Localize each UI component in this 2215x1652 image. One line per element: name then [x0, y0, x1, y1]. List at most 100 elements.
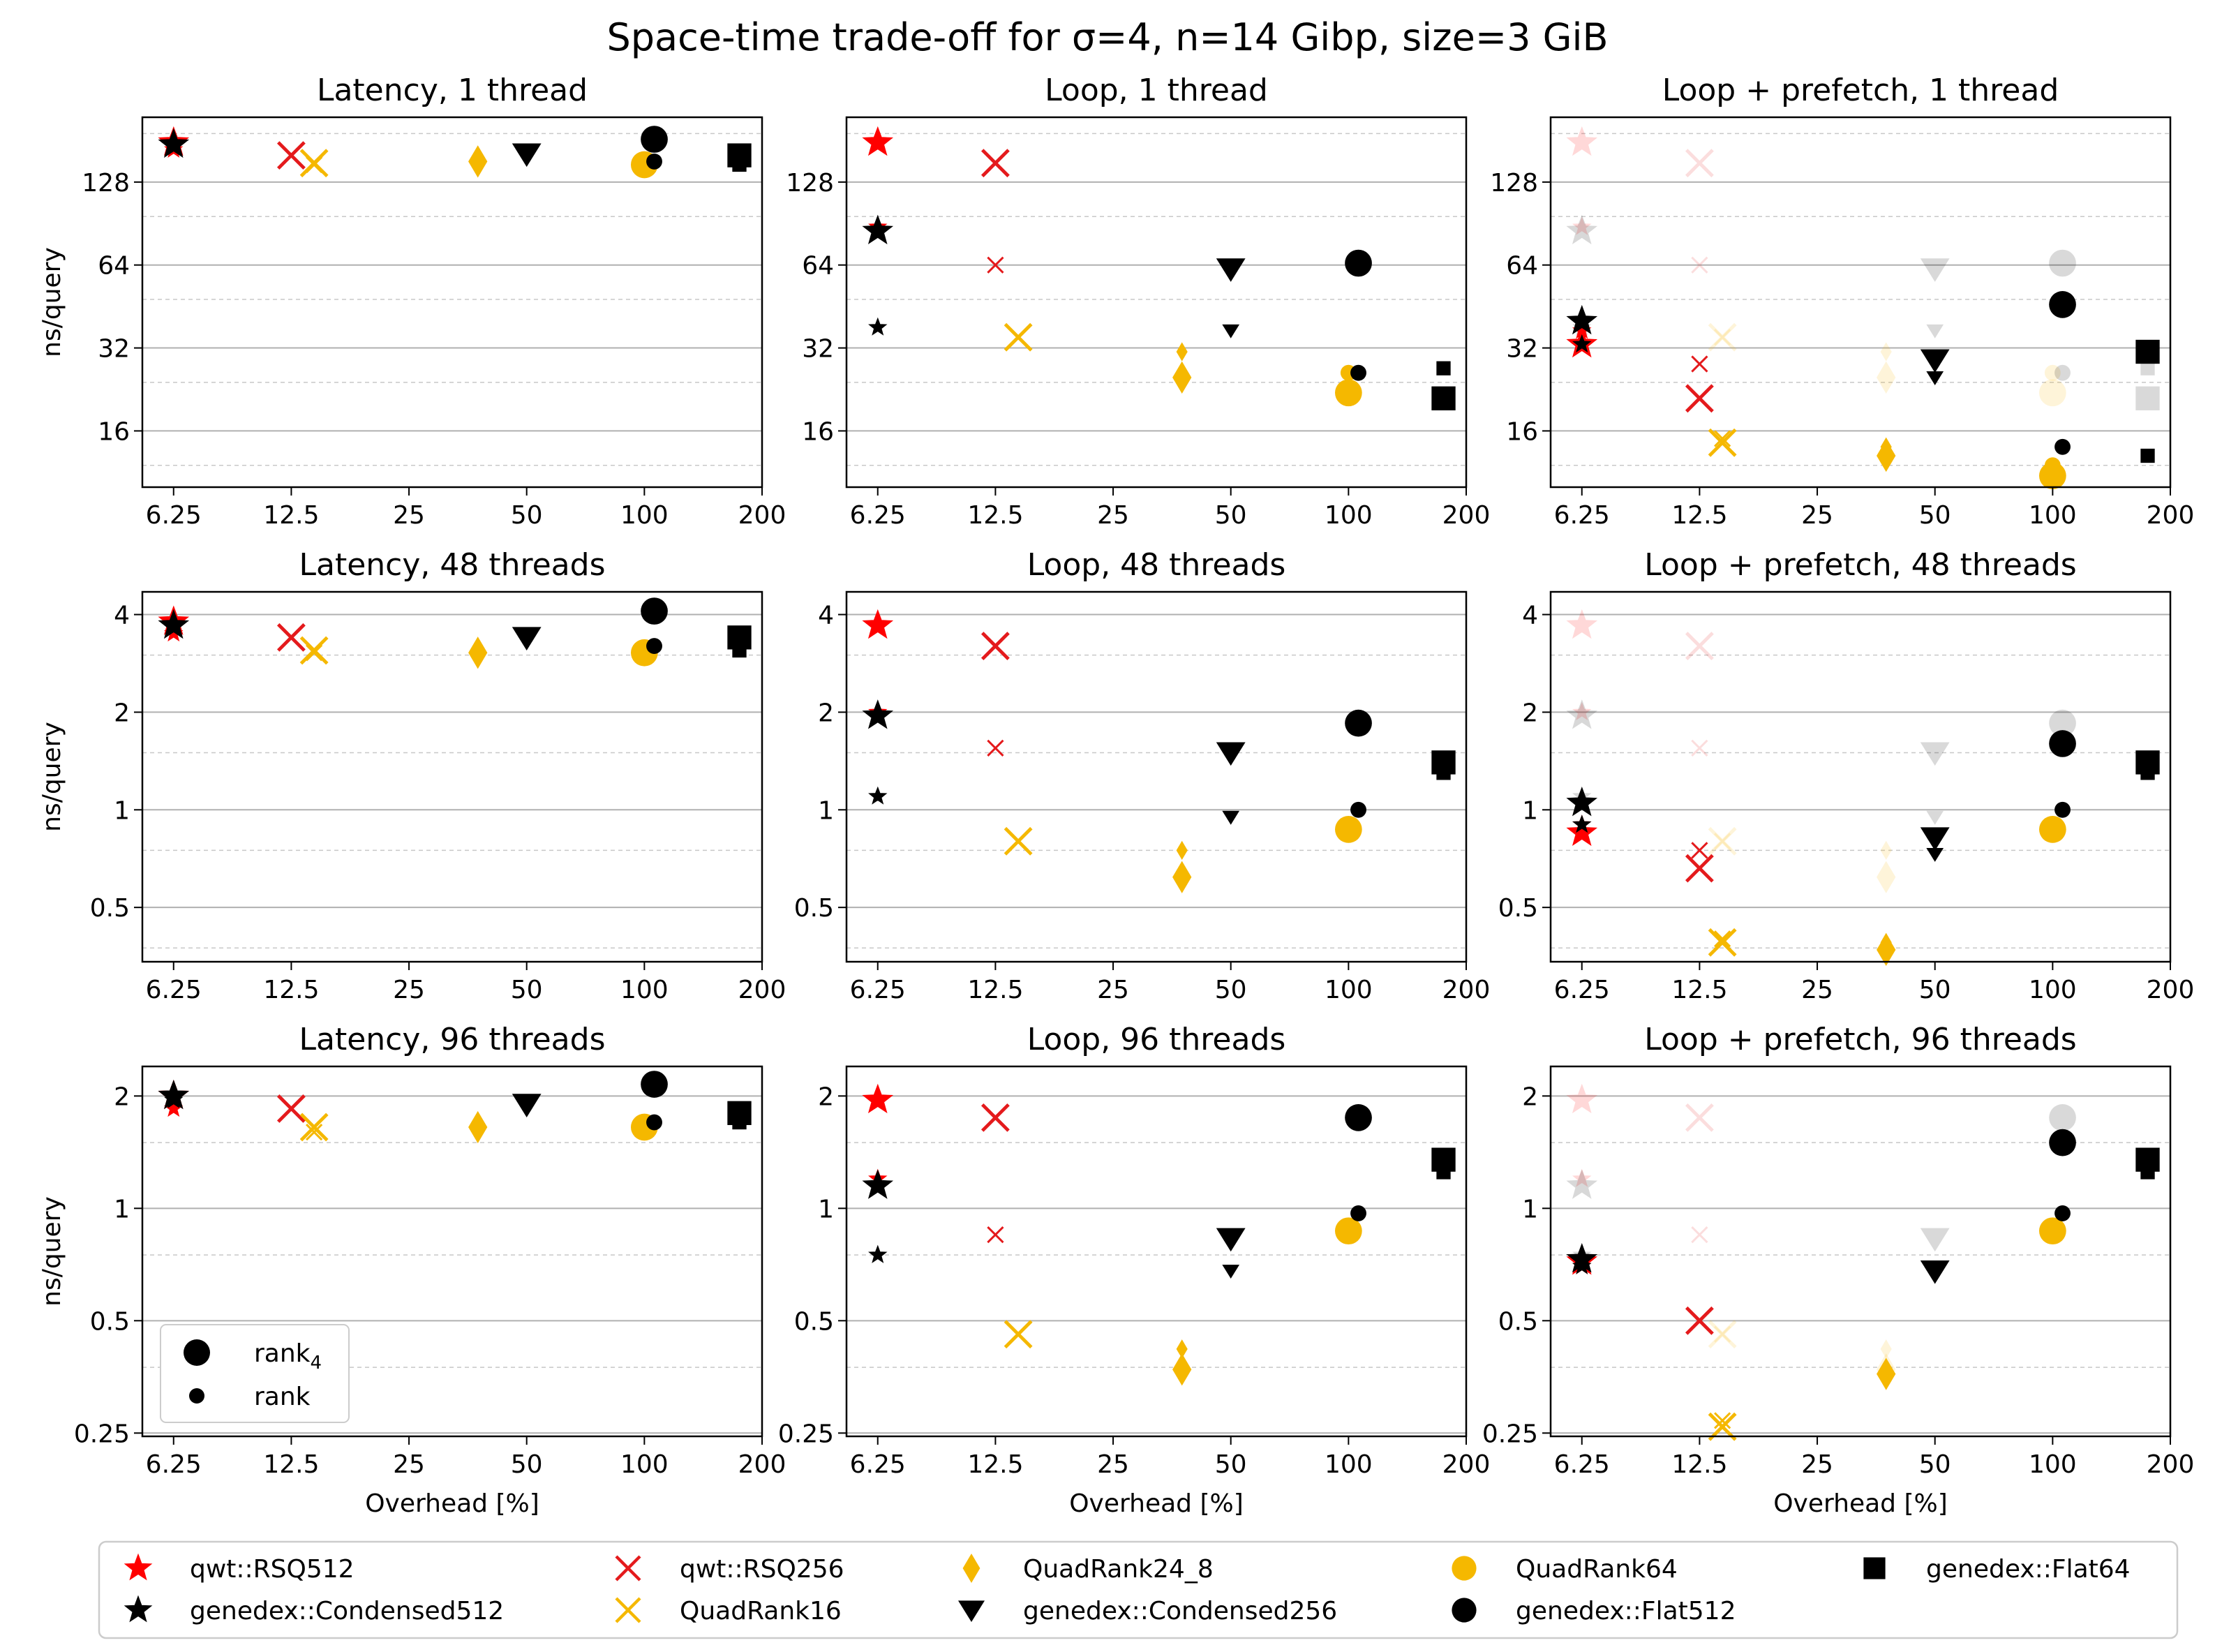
panel-4: 6.25 12.5 25 50 100 200 0.5 1 2 4 Latency, 48 thre…: [38, 547, 786, 1004]
marker-quadrank24-8-large: [1172, 1353, 1192, 1386]
marker-size-small-label: rank: [254, 1383, 311, 1411]
y-tick-label: 2: [114, 1082, 130, 1111]
y-tick-label: 2: [818, 1082, 834, 1111]
marker-size-legend: rank4 rank: [160, 1324, 350, 1423]
marker-genedex-condensed512-large: [158, 609, 190, 639]
faded-marker-quadrank64-small: [2044, 364, 2061, 381]
axes-frame: [1549, 590, 2172, 963]
marker-genedex-condensed256-large: [1216, 1228, 1246, 1252]
x-tick-label: 6.25: [1554, 1450, 1610, 1479]
faded-marker-qwt-rsq256-small: [1691, 739, 1708, 757]
x-tick-label: 25: [1801, 976, 1833, 1004]
faded-marker-genedex-flat512-large: [2049, 1103, 2076, 1131]
x-tick-label: 6.25: [146, 976, 202, 1004]
x-tick-label: 100: [2029, 501, 2077, 530]
x-tick-label: 25: [1097, 501, 1129, 530]
marker-genedex-condensed512-large: [158, 128, 190, 158]
legend-label: qwt::RSQ512: [190, 1555, 355, 1584]
x-tick-label: 50: [1215, 501, 1247, 530]
marker-genedex-condensed512-large: [1566, 304, 1598, 335]
marker-genedex-condensed512-small: [1572, 334, 1592, 352]
legend-entry-quadrank24-8: QuadRank24_8: [962, 1554, 1214, 1584]
panel-2: 6.25 12.5 25 50 100 200 16 32 64 128 Loop, 1 threa…: [786, 73, 1490, 530]
marker-quadrank16-small: [306, 1124, 323, 1141]
marker-genedex-flat512-large: [641, 126, 668, 153]
marker-quadrank16-large: [299, 149, 329, 178]
y-tick-label: 128: [786, 169, 834, 198]
legend-entry-quadrank64: QuadRank64: [1452, 1555, 1678, 1584]
faded-marker-genedex-flat64-small: [2140, 361, 2155, 375]
marker-quadrank64-large: [2038, 816, 2066, 843]
data-markers: [1566, 1129, 2160, 1441]
faded-marker-genedex-flat512-small: [2054, 364, 2071, 381]
legend-label: genedex::Condensed256: [1023, 1597, 1337, 1625]
legend-entry-qwt-rsq512: qwt::RSQ512: [124, 1553, 355, 1584]
legend-label: qwt::RSQ256: [680, 1555, 844, 1584]
marker-genedex-condensed256-large: [512, 1094, 542, 1117]
marker-genedex-flat512-small: [646, 153, 662, 170]
legend-qwt-rsq256-symbol: [615, 1555, 641, 1582]
marker-quadrank16-large: [299, 636, 329, 665]
x-tick-label: 12.5: [1671, 976, 1727, 1004]
y-tick-label: 64: [98, 252, 130, 281]
legend-genedex-flat512-symbol: [1452, 1598, 1477, 1623]
marker-genedex-condensed512-large: [862, 1169, 894, 1199]
x-axis-label: Overhead [%]: [1069, 1489, 1244, 1518]
marker-size-small-symbol: [189, 1388, 204, 1404]
faded-marker-quadrank16-small: [1714, 329, 1731, 346]
marker-genedex-condensed256-large: [1920, 827, 1950, 851]
marker-qwt-rsq256-large: [1685, 1306, 1714, 1335]
marker-quadrank24-8-large: [1877, 933, 1896, 967]
faded-marker-quadrank16-small: [1714, 1325, 1731, 1343]
x-tick-label: 12.5: [1671, 501, 1727, 530]
data-markers: [1566, 730, 2160, 967]
x-tick-label: 50: [511, 976, 543, 1004]
marker-quadrank16-large: [299, 1113, 329, 1142]
marker-quadrank16-large: [1708, 928, 1737, 957]
y-tick-label: 0.5: [1498, 1307, 1538, 1336]
x-tick-label: 25: [393, 976, 425, 1004]
marker-quadrank64-large: [1334, 379, 1362, 407]
faded-marker-quadrank16-large: [1708, 826, 1737, 856]
faded-marker-quadrank24-8-small: [1880, 1339, 1892, 1359]
faded-marker-quadrank24-8-large: [1877, 861, 1896, 893]
x-tick-label: 50: [511, 501, 543, 530]
x-tick-label: 100: [2029, 1450, 2077, 1479]
y-tick-label: 16: [1506, 417, 1538, 446]
faded-marker-quadrank24-8-large: [1877, 361, 1896, 394]
marker-genedex-flat512-large: [641, 1071, 668, 1098]
axes-frame: [845, 1065, 1468, 1438]
marker-qwt-rsq256-large: [276, 1094, 306, 1123]
marker-size-large-label: rank4: [254, 1339, 322, 1374]
x-tick-label: 50: [1919, 976, 1951, 1004]
axes-frame: [141, 1065, 763, 1438]
data-markers: [862, 609, 1456, 893]
marker-quadrank16-large: [1708, 428, 1737, 457]
marker-qwt-rsq512-large: [862, 1083, 894, 1114]
y-tick-label: 1: [1522, 796, 1538, 825]
marker-genedex-flat512-small: [1350, 801, 1366, 818]
marker-genedex-flat64-large: [727, 143, 752, 168]
x-tick-label: 25: [1801, 501, 1833, 530]
x-tick-label: 50: [1919, 501, 1951, 530]
panel-9: 6.25 12.5 25 50 100 200 0.25 0.5 1 2 Loop + prefet…: [1482, 1022, 2195, 1518]
marker-genedex-flat512-small: [2054, 438, 2071, 455]
legend-entry-genedex-flat512: genedex::Flat512: [1452, 1597, 1736, 1625]
marker-genedex-flat512-large: [1345, 1103, 1372, 1131]
faded-marker-qwt-rsq512-large: [1566, 609, 1598, 639]
marker-genedex-flat64-large: [727, 625, 752, 650]
marker-genedex-flat512-small: [646, 638, 662, 655]
marker-quadrank24-8-large: [468, 1110, 488, 1144]
marker-qwt-rsq256-large: [276, 623, 306, 652]
y-tick-label: 1: [818, 1195, 834, 1223]
marker-quadrank16-large: [1004, 1320, 1033, 1349]
faded-marker-genedex-condensed256-large: [1920, 1228, 1950, 1252]
faded-marker-genedex-condensed512-large: [1566, 1169, 1598, 1199]
x-tick-label: 6.25: [146, 501, 202, 530]
marker-genedex-flat64-large: [1431, 750, 1456, 775]
y-tick-label: 0.5: [794, 894, 834, 923]
marker-genedex-condensed256-large: [1216, 742, 1246, 766]
marker-genedex-condensed256-large: [1920, 1260, 1950, 1284]
